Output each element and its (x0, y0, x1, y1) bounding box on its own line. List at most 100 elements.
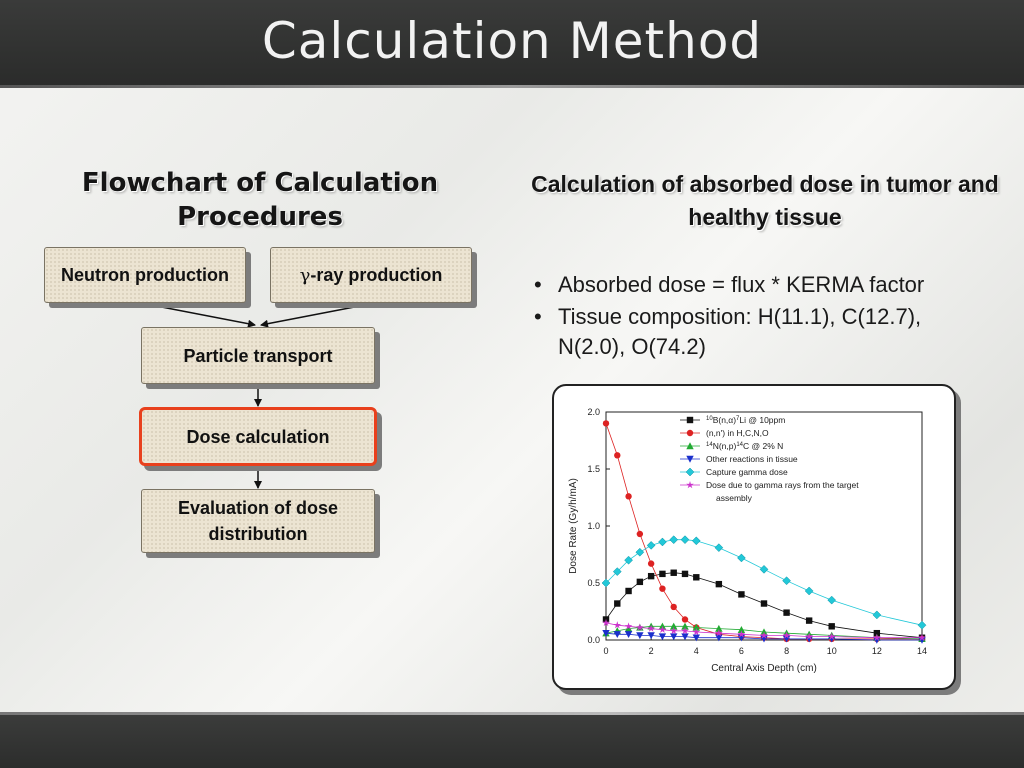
series-6-point (624, 622, 633, 630)
dose-rate-chart: 0 2 4 6 8 10 12 14 0.0 0.5 1.0 1.5 2.0 Central Axis D… (568, 407, 927, 674)
y-tick-label: 1.0 (587, 521, 600, 531)
series-2-point (614, 452, 621, 459)
legend-label-part: assembly (716, 493, 753, 503)
x-tick-label: 6 (739, 646, 744, 656)
series-5-point (782, 576, 791, 586)
dose-plot-card: 0 2 4 6 8 10 12 14 0.0 0.5 1.0 1.5 2.0 Central Axis D… (552, 384, 956, 690)
y-tick-label: 1.5 (587, 464, 600, 474)
legend-marker (686, 455, 694, 463)
x-tick-label: 10 (827, 646, 837, 656)
connector-neutron (145, 303, 256, 328)
series-6-point (737, 630, 746, 638)
series-1-point (828, 623, 835, 630)
legend-label-part: Li @ 10ppm (739, 415, 785, 425)
legend-label-part: C @ 2% N (743, 441, 783, 451)
series-6-point (873, 633, 881, 641)
series-4-point (918, 636, 926, 644)
footer-band (0, 712, 1024, 768)
dose-calculation-box: Dose calculation (139, 407, 377, 466)
series-5-point (759, 564, 769, 574)
legend-label-4: Other reactions in tissue (706, 454, 798, 464)
series-6-point (715, 629, 723, 637)
bullet-text: Absorbed dose = flux * KERMA factor (558, 272, 925, 297)
series-3-point (624, 624, 633, 632)
series-5-point (635, 547, 645, 557)
legend-label-part: Other reactions in tissue (706, 454, 798, 464)
series-4-point (658, 633, 667, 641)
series-6-point (613, 621, 622, 629)
y-tick-label: 0.0 (587, 635, 600, 645)
legend-marker (686, 481, 694, 489)
legend-label-5: Capture gamma dose (706, 467, 788, 477)
series-1-point (659, 570, 666, 578)
series-4-point (715, 634, 723, 642)
bullet-item: • Absorbed dose = flux * KERMA factor (534, 270, 974, 300)
evaluation-box: Evaluation of dose distribution (141, 489, 375, 553)
series-1-point (715, 580, 723, 588)
series-5-point (601, 578, 611, 588)
series-2-point (647, 560, 655, 567)
series-4-point (636, 632, 644, 640)
series-5-point (714, 543, 724, 553)
neutron-production-label: Neutron production (61, 265, 229, 285)
series-3-point (692, 623, 700, 631)
series-3-point (715, 624, 723, 632)
series-4-point (602, 629, 610, 637)
series-1-point (636, 578, 644, 586)
series-4-point (828, 635, 836, 643)
x-tick-label: 8 (784, 646, 789, 656)
series-4-point (613, 631, 621, 638)
slide-title: Calculation Method (261, 12, 763, 70)
series-2-point (602, 420, 610, 427)
gamma-ray-production-label: γ-ray production (300, 262, 443, 289)
legend-label-part: 14 (706, 442, 713, 448)
series-4-point (624, 631, 633, 638)
legend-label-part: 14 (736, 442, 743, 448)
legend-label-part: B(n,α) (713, 415, 737, 425)
series-1-point (760, 600, 768, 607)
series-line-5 (605, 539, 923, 626)
legend-label-part: 10 (706, 416, 713, 422)
legend-marker (686, 442, 694, 450)
series-5-point (624, 555, 633, 565)
x-tick-label: 12 (872, 646, 882, 656)
particle-transport-box: Particle transport (141, 327, 375, 384)
series-6-point (681, 626, 689, 635)
series-1-point (614, 600, 621, 607)
series-5-point (646, 541, 656, 550)
series-5-point (827, 595, 837, 605)
series-6-point (669, 626, 678, 635)
gamma-ray-production-box: γ-ray production (270, 247, 472, 303)
series-2-point (681, 616, 689, 623)
series-1-point (738, 591, 745, 598)
series-5-point (680, 535, 690, 545)
series-1-point (783, 609, 790, 616)
gamma-label-rest: -ray production (310, 264, 443, 285)
series-5-point (737, 553, 746, 563)
legend-marker (686, 416, 694, 424)
title-band (0, 0, 1024, 88)
series-6-point (602, 618, 610, 627)
series-4-point (692, 634, 700, 642)
series-2-point (670, 603, 677, 611)
x-tick-label: 14 (917, 646, 927, 656)
legend-marker (685, 467, 695, 477)
series-4-point (681, 633, 689, 641)
legend-label-part: (n,n') in H,C,N,O (706, 428, 769, 438)
series-3-point (670, 622, 678, 630)
connector-gamma (260, 303, 371, 328)
series-4-point (805, 635, 813, 643)
legend-label-part: N(n,p) (713, 441, 737, 451)
bullet-marker: • (534, 304, 542, 329)
series-5-point (691, 536, 701, 546)
series-2-point (625, 493, 632, 500)
legend-label-3: 14N(n,p)14C @ 2% N (706, 441, 783, 451)
series-1-point (681, 570, 689, 578)
dose-heading: Calculation of absorbed dose in tumor an… (531, 171, 999, 230)
series-5-point (658, 537, 667, 547)
series-1-point (670, 569, 677, 576)
series-3-point (737, 626, 746, 633)
x-tick-label: 4 (694, 646, 699, 656)
series-6-point (658, 625, 667, 633)
series-6-point (782, 631, 791, 639)
